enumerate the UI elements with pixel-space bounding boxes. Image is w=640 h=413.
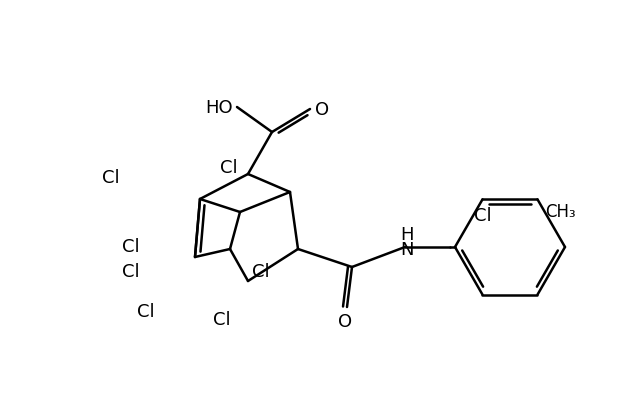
Text: H: H xyxy=(400,225,413,243)
Text: Cl: Cl xyxy=(102,169,120,187)
Text: HO: HO xyxy=(205,99,233,117)
Text: O: O xyxy=(315,101,329,119)
Text: CH₃: CH₃ xyxy=(545,203,576,221)
Text: Cl: Cl xyxy=(252,262,269,280)
Text: Cl: Cl xyxy=(138,302,155,320)
Text: Cl: Cl xyxy=(213,310,231,328)
Text: Cl: Cl xyxy=(122,237,140,255)
Text: Cl: Cl xyxy=(474,207,492,225)
Text: N: N xyxy=(400,240,413,259)
Text: O: O xyxy=(338,312,352,330)
Text: Cl: Cl xyxy=(122,262,140,280)
Text: Cl: Cl xyxy=(220,159,237,177)
